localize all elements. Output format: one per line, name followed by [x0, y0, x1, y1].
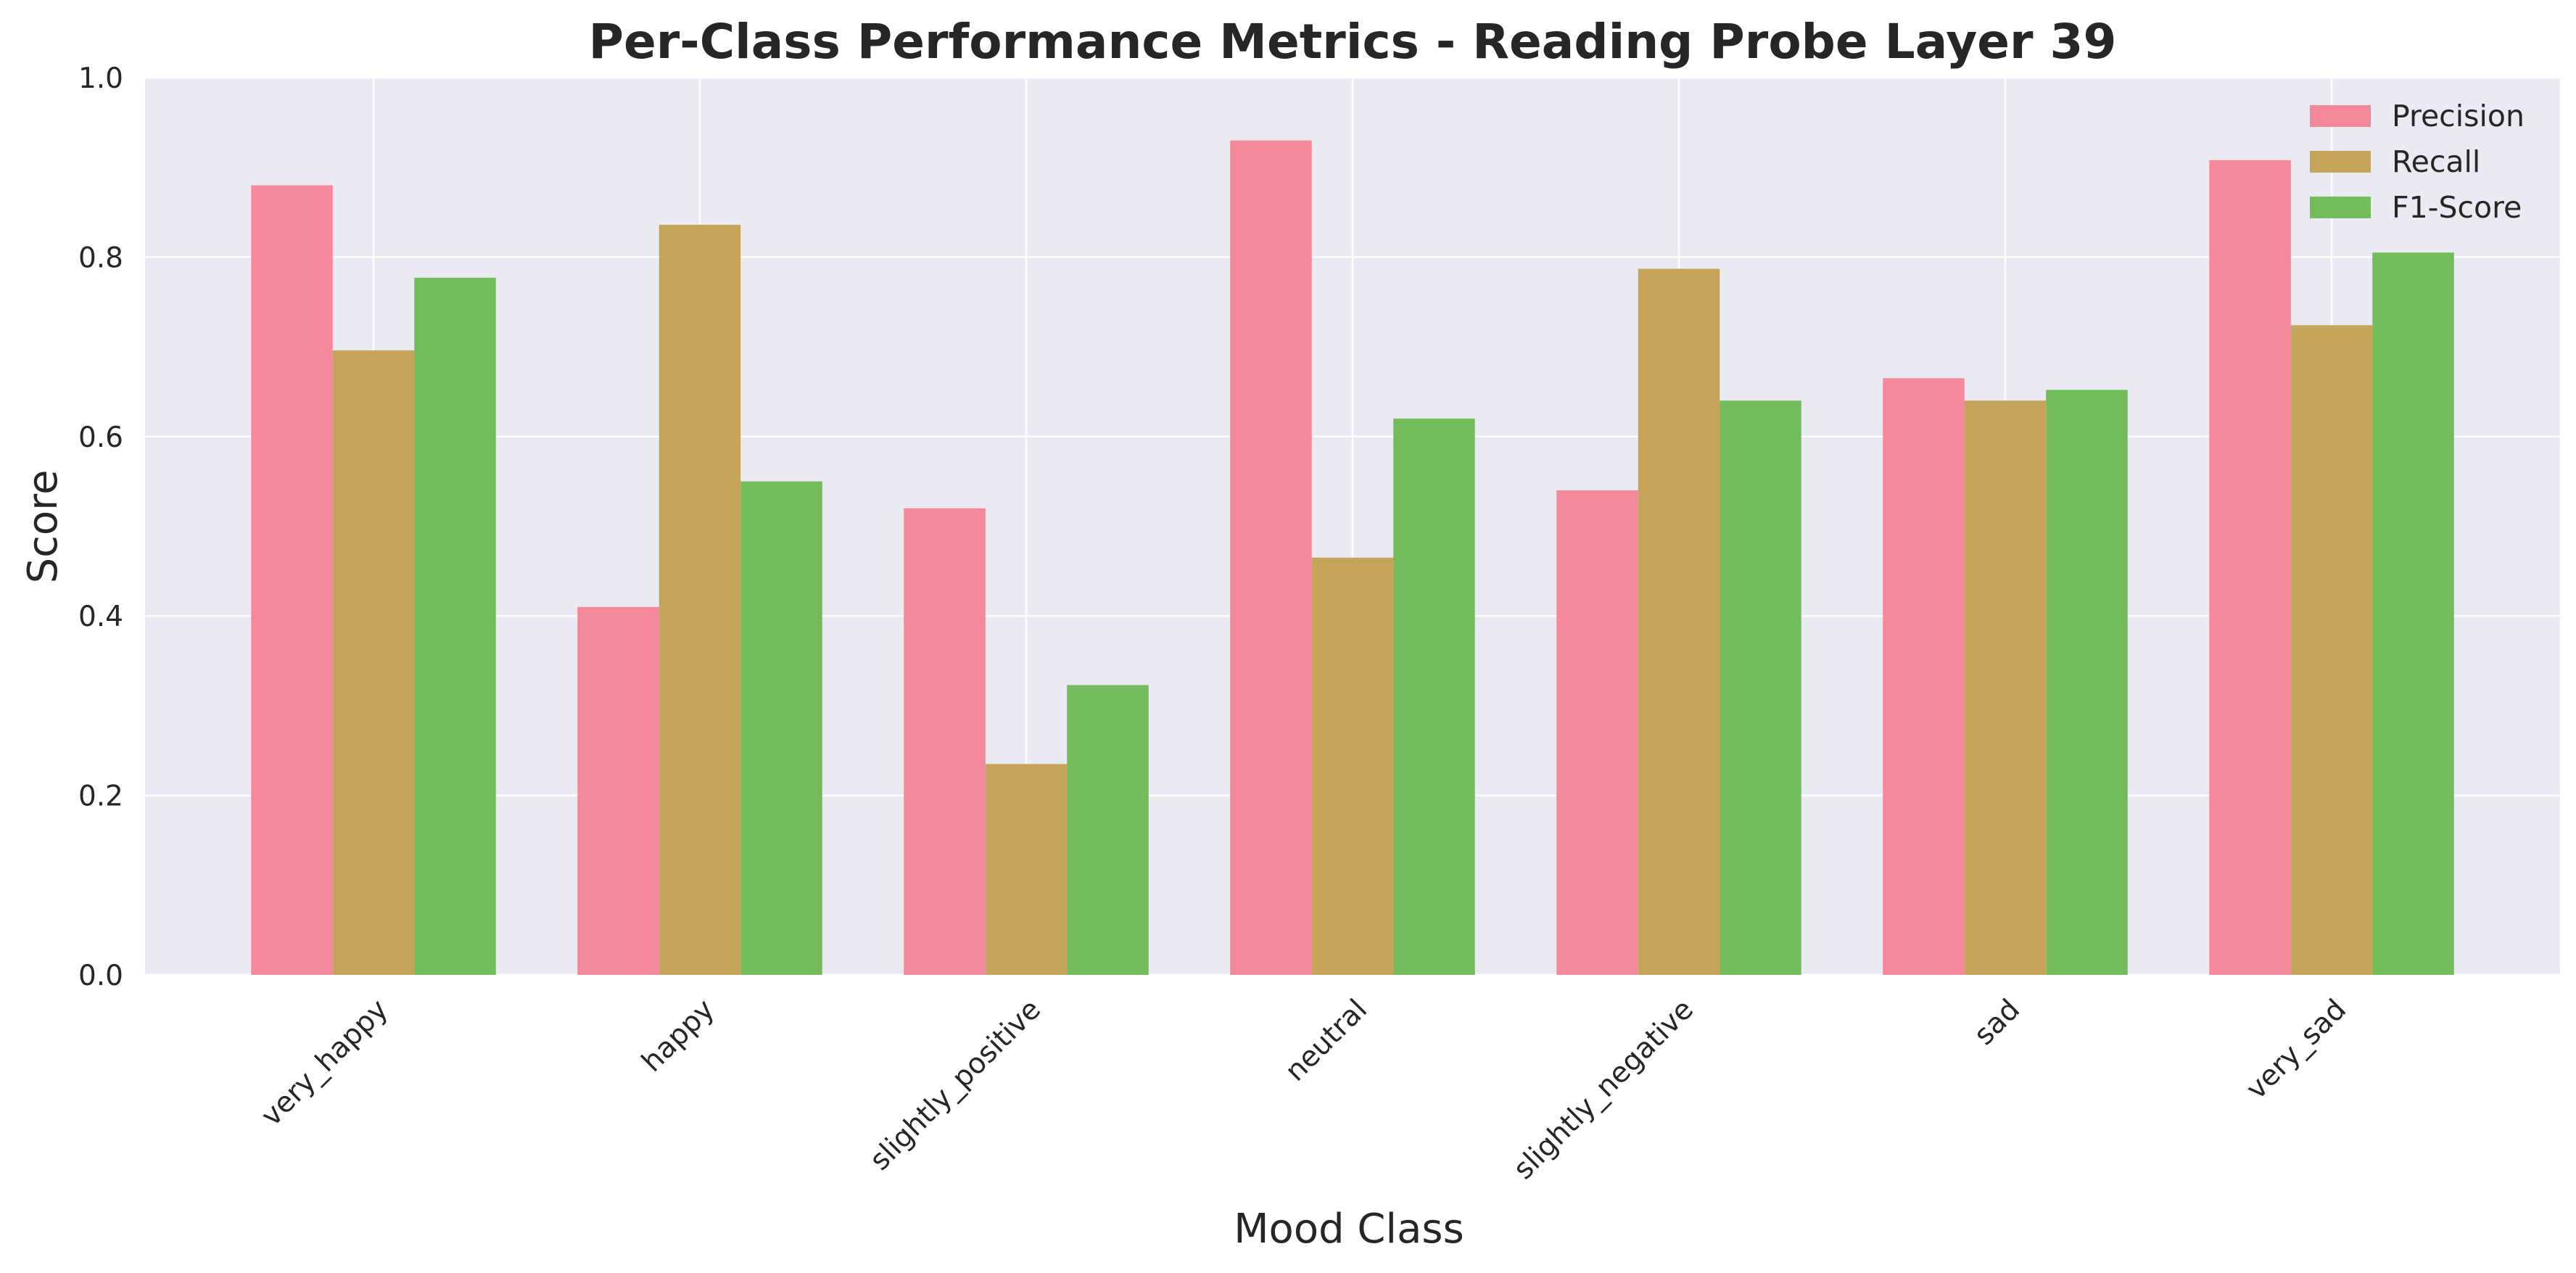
x-axis-label: Mood Class	[1234, 1206, 1464, 1253]
chart-title: Per-Class Performance Metrics - Reading …	[589, 14, 2117, 70]
bar-f1-score	[414, 277, 496, 975]
y-tick-label: 0.6	[78, 421, 123, 454]
x-tick-label: happy	[636, 993, 722, 1079]
bar-recall	[332, 350, 415, 976]
bar-f1-score	[2046, 390, 2128, 975]
y-axis-label: Score	[20, 470, 67, 584]
bar-f1-score	[1720, 400, 1801, 975]
bar-precision	[577, 606, 659, 975]
y-tick-label: 0.4	[78, 601, 123, 633]
bar-recall	[659, 224, 741, 975]
legend-label: F1-Score	[2392, 190, 2522, 225]
y-tick-label: 0.2	[78, 780, 123, 813]
bar-recall	[1964, 400, 2047, 975]
x-tick-label: very_sad	[2240, 993, 2353, 1105]
bar-f1-score	[1067, 685, 1149, 975]
y-tick-label: 1.0	[78, 62, 123, 95]
y-axis-ticks: 0.0 0.2 0.4 0.6 0.8 1.0	[78, 62, 123, 992]
y-tick-label: 0.0	[78, 960, 123, 992]
x-axis-ticks: very_happy happy slightly_positive neutral s…	[255, 993, 2353, 1186]
legend-swatch	[2310, 151, 2371, 173]
bars	[251, 140, 2454, 976]
bar-precision	[1883, 378, 1965, 975]
legend-label: Precision	[2392, 99, 2525, 133]
bar-precision	[251, 185, 333, 976]
legend: Precision Recall F1-Score	[2310, 99, 2525, 225]
x-tick-label: slightly_positive	[864, 993, 1047, 1177]
bar-f1-score	[740, 481, 822, 975]
x-tick-label: sad	[1968, 993, 2026, 1052]
legend-swatch	[2310, 197, 2371, 218]
bar-f1-score	[2372, 252, 2454, 976]
bar-recall	[1311, 557, 1394, 975]
bar-precision	[1230, 140, 1312, 976]
y-tick-label: 0.8	[78, 242, 123, 274]
legend-label: Recall	[2392, 144, 2480, 179]
bar-recall	[2290, 325, 2373, 975]
bar-f1-score	[1393, 419, 1475, 975]
x-tick-label: neutral	[1279, 993, 1374, 1087]
x-tick-label: very_happy	[255, 993, 395, 1132]
bar-recall	[1638, 268, 1720, 976]
bar-recall	[985, 764, 1068, 975]
bar-precision	[2209, 160, 2291, 976]
x-tick-label: slightly_negative	[1507, 993, 1700, 1186]
bar-precision	[1556, 490, 1638, 975]
legend-swatch	[2310, 105, 2371, 127]
bar-precision	[904, 508, 986, 975]
